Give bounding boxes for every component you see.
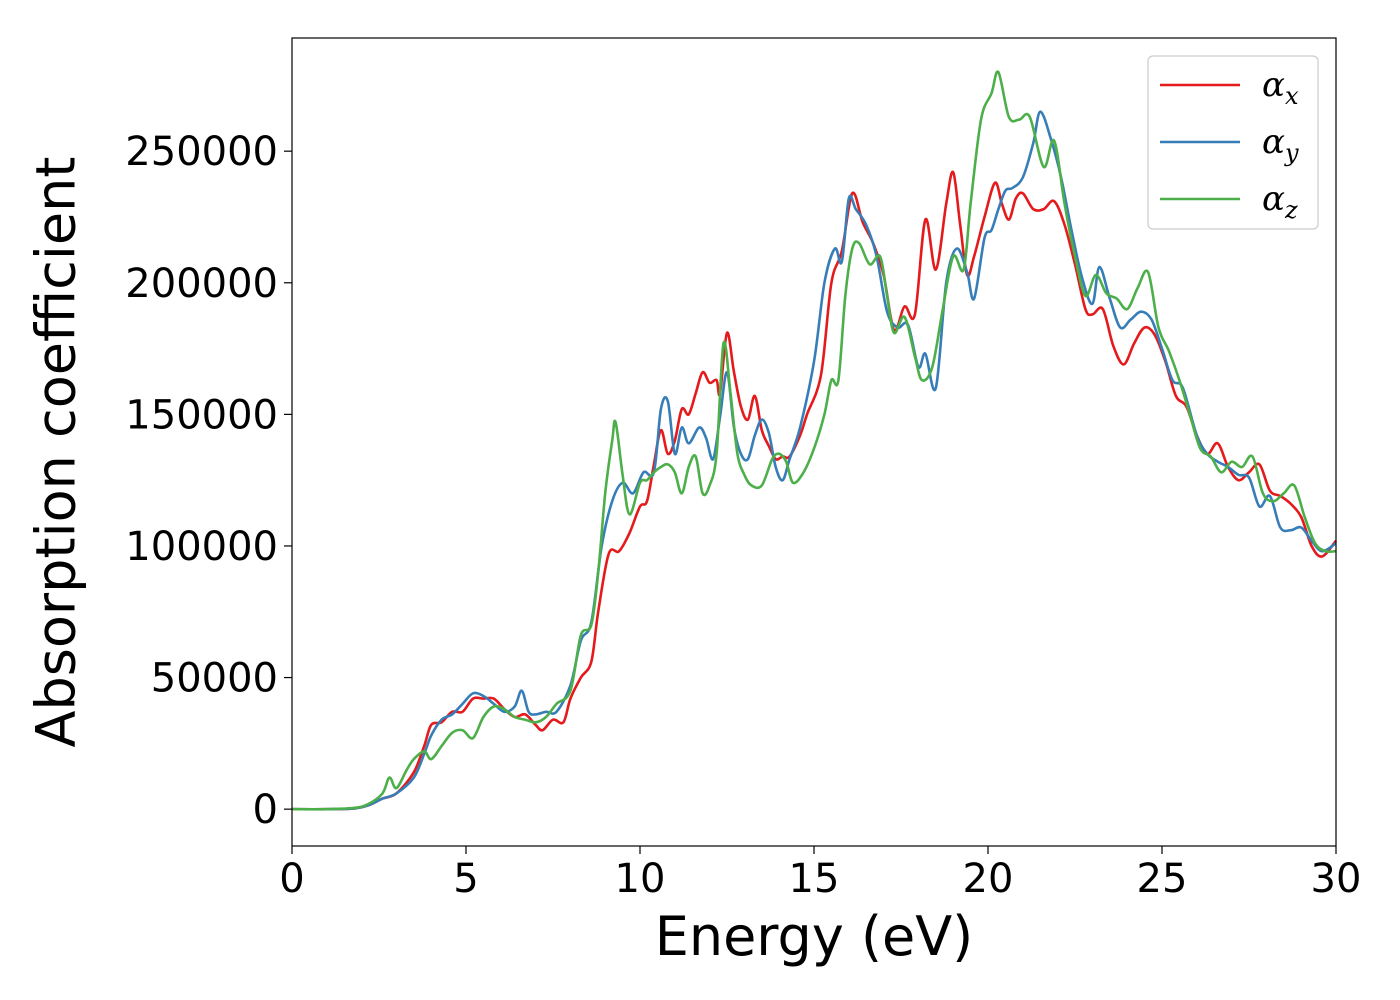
y-tick-label: 250000 [125, 129, 278, 175]
x-axis-ticks: 0 5 10 15 20 25 30 [279, 846, 1361, 902]
x-tick-label: 5 [453, 856, 478, 902]
x-tick-label: 25 [1137, 856, 1188, 902]
series-line-z [291, 70, 1337, 811]
x-tick-label: 10 [615, 856, 666, 902]
y-tick-label: 150000 [125, 392, 278, 438]
series-line-y [291, 110, 1337, 811]
y-tick-label: 50000 [151, 656, 278, 702]
x-tick-label: 30 [1311, 856, 1362, 902]
x-tick-label: 20 [963, 856, 1014, 902]
y-tick-label: 100000 [125, 524, 278, 570]
x-tick-label: 0 [279, 856, 304, 902]
x-axis-label: Energy (eV) [655, 905, 974, 968]
x-tick-label: 15 [789, 856, 840, 902]
y-tick-label: 0 [253, 787, 278, 833]
y-axis-label: Absorption coefficient [25, 157, 88, 748]
series-layer [291, 70, 1338, 811]
y-axis-ticks: 0 50000 100000 150000 200000 250000 [125, 129, 292, 833]
y-tick-label: 200000 [125, 261, 278, 307]
